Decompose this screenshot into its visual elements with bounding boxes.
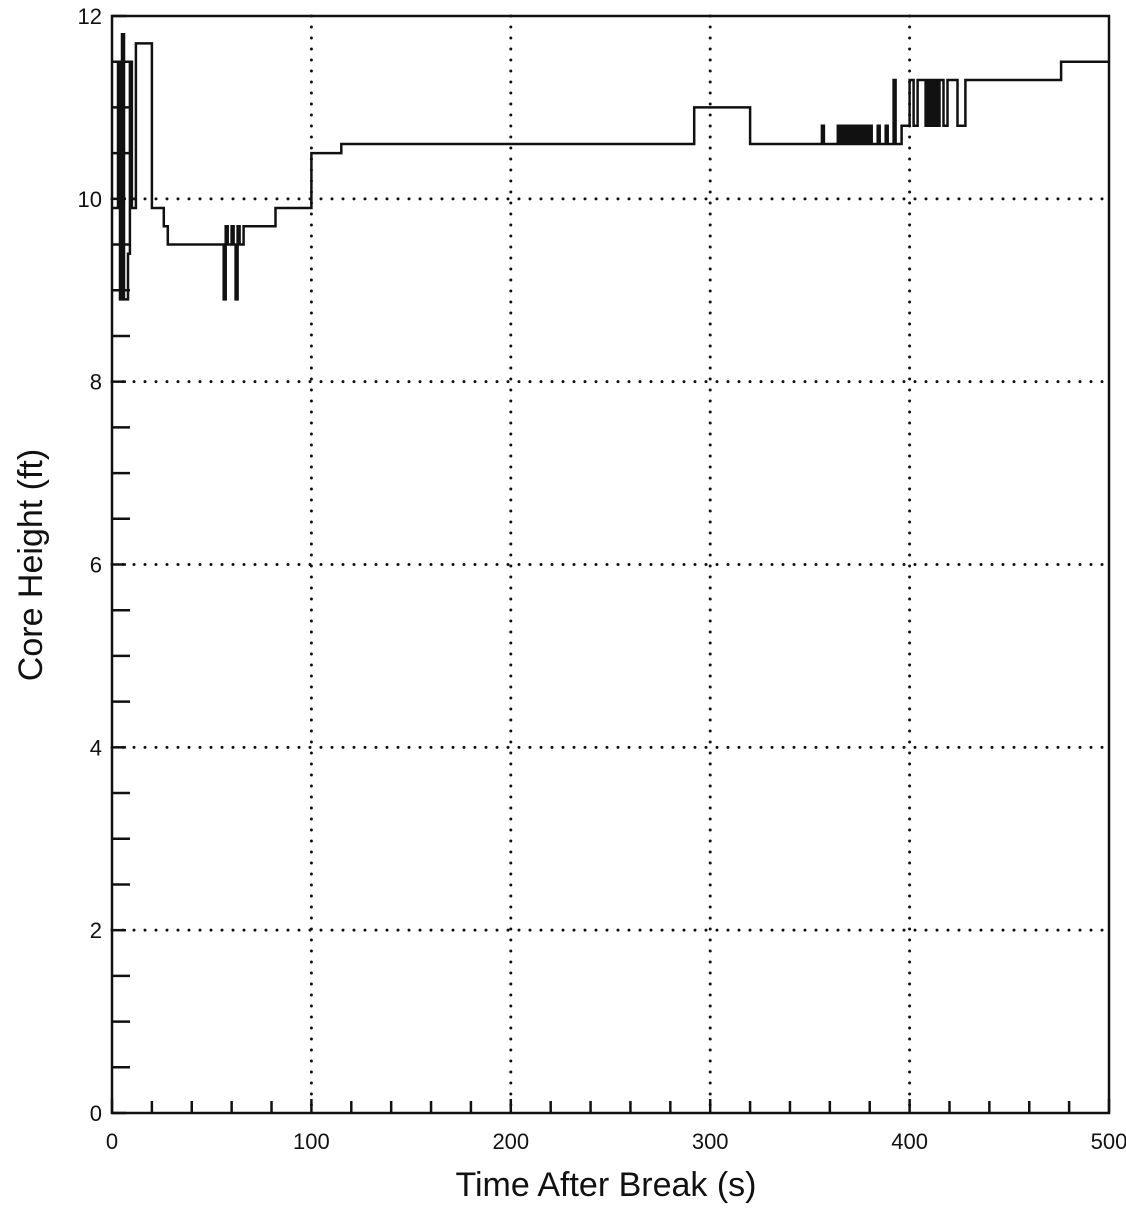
grid-lines: [110, 14, 1111, 1115]
tick-labels: 0 2 4 6 8 10 12 0 100 200 300 400 500: [78, 4, 1126, 1154]
x-tick-label: 400: [891, 1129, 928, 1154]
y-tick-label: 4: [90, 735, 102, 760]
x-tick-label: 0: [106, 1129, 118, 1154]
core-height-series-line: [112, 33, 1109, 301]
y-tick-label: 10: [78, 187, 102, 212]
y-tick-label: 8: [90, 370, 102, 395]
y-tick-label: 0: [90, 1101, 102, 1126]
y-axis-title: Core Height (ft): [12, 449, 50, 681]
y-tick-label: 6: [90, 553, 102, 578]
x-tick-label: 500: [1091, 1129, 1126, 1154]
x-tick-label: 200: [492, 1129, 529, 1154]
y-tick-label: 12: [78, 4, 102, 29]
x-tick-label: 300: [692, 1129, 729, 1154]
y-tick-label: 2: [90, 918, 102, 943]
x-tick-label: 100: [293, 1129, 330, 1154]
x-axis-title: Time After Break (s): [455, 1166, 756, 1204]
